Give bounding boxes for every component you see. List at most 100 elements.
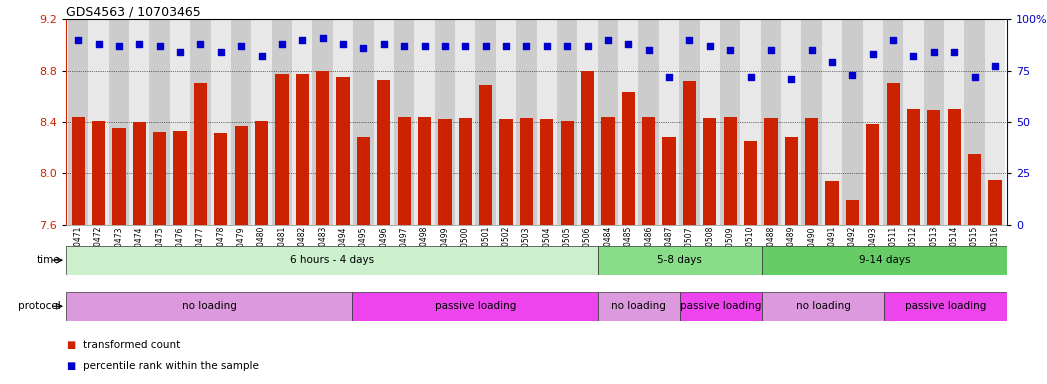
- Bar: [683, 81, 696, 225]
- Bar: [784, 137, 798, 225]
- Bar: [948, 109, 961, 225]
- Bar: [663, 137, 675, 225]
- Bar: [704, 118, 716, 225]
- Bar: [312, 19, 333, 225]
- Point: [986, 63, 1003, 70]
- Bar: [66, 292, 353, 321]
- Point: [456, 43, 473, 49]
- Point: [681, 37, 697, 43]
- Point: [273, 41, 290, 47]
- Bar: [394, 19, 415, 225]
- Point: [131, 41, 148, 47]
- Bar: [985, 19, 1005, 225]
- Point: [538, 43, 555, 49]
- Point: [721, 47, 738, 53]
- Bar: [639, 19, 659, 225]
- Bar: [374, 19, 394, 225]
- Point: [192, 41, 208, 47]
- Bar: [418, 117, 431, 225]
- Bar: [210, 19, 231, 225]
- Bar: [112, 128, 126, 225]
- Bar: [659, 19, 680, 225]
- Bar: [964, 19, 985, 225]
- Text: ■: ■: [66, 340, 75, 350]
- Text: GDS4563 / 10703465: GDS4563 / 10703465: [66, 5, 201, 18]
- Point: [641, 47, 658, 53]
- Bar: [88, 19, 109, 225]
- Bar: [822, 19, 842, 225]
- Point: [152, 43, 169, 49]
- Point: [376, 41, 393, 47]
- Bar: [536, 19, 557, 225]
- Bar: [761, 19, 781, 225]
- Text: transformed count: transformed count: [83, 340, 180, 350]
- Bar: [968, 154, 981, 225]
- Bar: [92, 121, 105, 225]
- Point: [396, 43, 413, 49]
- Point: [926, 49, 942, 55]
- Bar: [475, 19, 496, 225]
- Point: [437, 43, 453, 49]
- Bar: [292, 19, 312, 225]
- Bar: [439, 119, 451, 225]
- Bar: [336, 77, 350, 225]
- Bar: [459, 118, 472, 225]
- Point: [70, 37, 87, 43]
- Bar: [801, 19, 822, 225]
- Bar: [353, 292, 598, 321]
- Bar: [642, 117, 655, 225]
- Bar: [883, 19, 904, 225]
- Point: [335, 41, 352, 47]
- Text: no loading: no loading: [796, 301, 850, 311]
- Bar: [740, 19, 761, 225]
- Bar: [863, 19, 883, 225]
- Bar: [988, 180, 1002, 225]
- Bar: [577, 19, 598, 225]
- Point: [294, 37, 311, 43]
- Bar: [781, 19, 801, 225]
- Bar: [699, 19, 720, 225]
- Bar: [71, 117, 85, 225]
- Bar: [761, 292, 885, 321]
- Text: ■: ■: [66, 361, 75, 371]
- Bar: [170, 19, 191, 225]
- Point: [111, 43, 128, 49]
- Bar: [150, 19, 170, 225]
- Point: [559, 43, 576, 49]
- Bar: [598, 292, 680, 321]
- Bar: [598, 246, 761, 275]
- Point: [355, 45, 372, 51]
- Text: protocol: protocol: [18, 301, 61, 311]
- Text: time: time: [37, 255, 61, 265]
- Text: percentile rank within the sample: percentile rank within the sample: [83, 361, 259, 371]
- Bar: [601, 117, 615, 225]
- Bar: [333, 19, 353, 225]
- Bar: [928, 110, 940, 225]
- Text: 6 hours - 4 days: 6 hours - 4 days: [290, 255, 374, 265]
- Bar: [805, 118, 819, 225]
- Point: [762, 47, 779, 53]
- Bar: [557, 19, 577, 225]
- Point: [905, 53, 921, 59]
- Point: [416, 43, 432, 49]
- Bar: [251, 19, 272, 225]
- Point: [742, 74, 759, 80]
- Bar: [907, 109, 920, 225]
- Point: [314, 35, 331, 41]
- Text: no loading: no loading: [611, 301, 666, 311]
- Bar: [133, 122, 146, 225]
- Bar: [761, 246, 1007, 275]
- Point: [620, 41, 637, 47]
- Bar: [316, 71, 330, 225]
- Bar: [885, 292, 1007, 321]
- Point: [661, 74, 677, 80]
- Bar: [540, 119, 554, 225]
- Bar: [295, 74, 309, 225]
- Bar: [680, 292, 761, 321]
- Point: [172, 49, 188, 55]
- Point: [497, 43, 514, 49]
- Bar: [723, 117, 737, 225]
- Bar: [866, 124, 879, 225]
- Bar: [516, 19, 536, 225]
- Point: [885, 37, 901, 43]
